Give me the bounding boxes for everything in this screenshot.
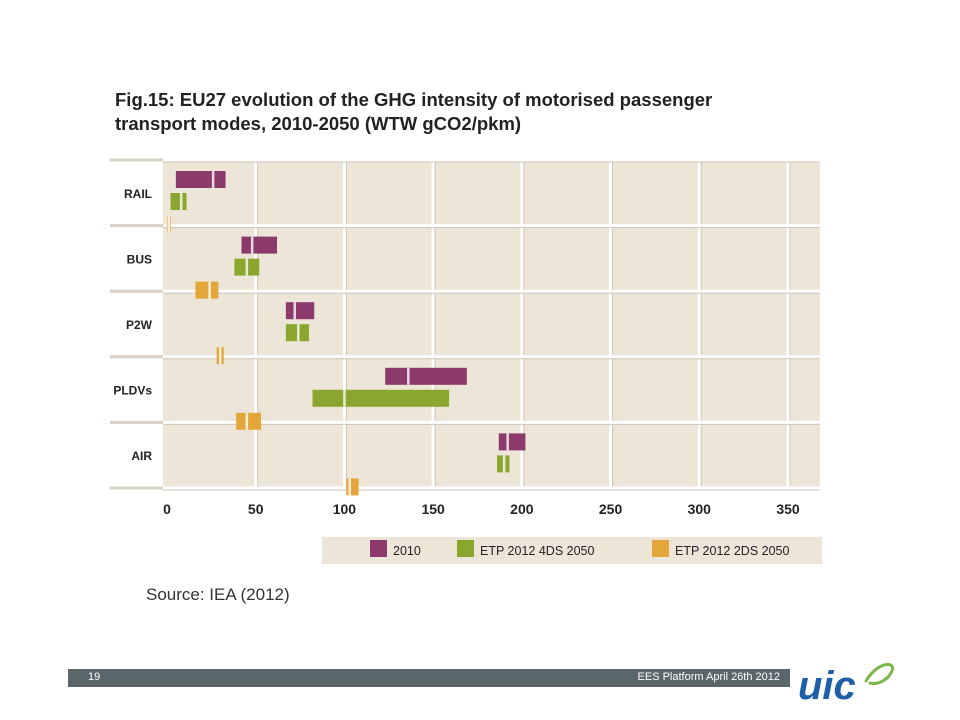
- x-tick-label: 100: [333, 501, 357, 517]
- chart-title-line-2: transport modes, 2010-2050 (WTW gCO2/pkm…: [115, 113, 522, 134]
- x-tick-label: 150: [421, 501, 445, 517]
- x-tick-label: 350: [776, 501, 800, 517]
- x-tick-label: 0: [163, 501, 171, 517]
- x-tick-label: 250: [599, 501, 623, 517]
- logo-swoosh-icon: [864, 662, 895, 685]
- legend-swatch: [370, 540, 387, 557]
- x-tick-label: 200: [510, 501, 534, 517]
- bar-p2w-0: [285, 302, 315, 320]
- legend-swatch: [652, 540, 669, 557]
- legend-label: ETP 2012 4DS 2050: [480, 544, 594, 558]
- bar-pldvs-0: [385, 367, 467, 385]
- uic-logo: uic: [798, 662, 895, 708]
- legend-label: 2010: [393, 544, 421, 558]
- bar-rail-0: [175, 171, 226, 188]
- legend-swatch: [457, 540, 474, 557]
- ghg-intensity-chart: 0 50 100 150 200 250 300 350 RAIL BUS P2W PLDVs AIR 2…: [110, 158, 822, 564]
- bar-bus-2: [195, 281, 219, 299]
- footer-bar: 19 EES Platform April 26th 2012: [68, 669, 790, 687]
- legend-label: ETP 2012 2DS 2050: [675, 544, 789, 558]
- bar-pldvs-2: [236, 412, 262, 430]
- chart-title: Fig.15: EU27 evolution of the GHG intens…: [115, 88, 815, 136]
- bar-air-0: [498, 433, 526, 451]
- bar-air-2: [346, 478, 359, 496]
- footer-text: EES Platform April 26th 2012: [637, 671, 780, 683]
- x-tick-label: 50: [248, 501, 264, 517]
- plot-background: [163, 160, 820, 488]
- category-label: BUS: [127, 252, 152, 266]
- source-note: Source: IEA (2012): [146, 585, 290, 604]
- category-label: AIR: [131, 449, 152, 463]
- bar-bus-0: [241, 236, 278, 254]
- uic-logo-text: uic: [798, 664, 856, 708]
- chart-title-line-1: Fig.15: EU27 evolution of the GHG intens…: [115, 89, 713, 110]
- bar-pldvs-1: [312, 389, 450, 407]
- legend-background: [322, 537, 822, 564]
- x-tick-label: 300: [688, 501, 712, 517]
- bar-rail-1: [170, 193, 187, 210]
- category-label: P2W: [126, 318, 153, 332]
- category-label: PLDVs: [113, 384, 152, 398]
- category-label: RAIL: [124, 187, 152, 201]
- page-number: 19: [88, 671, 101, 683]
